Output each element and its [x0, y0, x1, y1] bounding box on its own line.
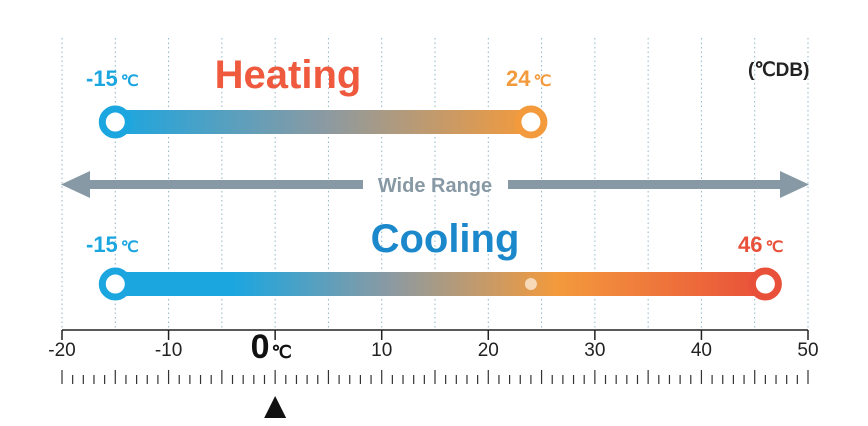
tick-label: 20 — [478, 340, 499, 361]
cooling-mid-marker — [524, 278, 537, 290]
tick-label: -20 — [48, 340, 75, 361]
heating-min-endpoint — [98, 105, 132, 139]
temperature-scale: -20 -10 0 ℃ 10 20 30 40 50 — [48, 328, 819, 418]
cooling-max-label: 46 ℃ — [738, 232, 783, 257]
tick-label: 40 — [691, 340, 712, 361]
wide-range-arrow: Wide Range — [61, 171, 809, 198]
tick-label: -10 — [155, 340, 182, 361]
arrow-left-shaft — [85, 180, 363, 189]
cooling-max-endpoint — [748, 267, 782, 301]
heating-max-label: 24 ℃ — [506, 66, 551, 91]
cooling-bar — [115, 272, 766, 296]
cooling-min-label: -15 ℃ — [86, 232, 139, 257]
cooling-min-endpoint — [98, 267, 132, 301]
cooling-title: Cooling — [371, 217, 520, 261]
heating-bar — [115, 110, 531, 134]
tick-label-zero: 0 ℃ — [251, 328, 292, 366]
arrow-right-head — [780, 171, 809, 198]
tick-labels: -20 -10 0 ℃ 10 20 30 40 50 — [48, 328, 818, 366]
heating-range: Heating -15 ℃ 24 ℃ — [86, 53, 551, 139]
heating-min-label: -15 ℃ — [86, 66, 139, 91]
heating-title: Heating — [215, 53, 362, 97]
cooling-range: Cooling -15 ℃ 46 ℃ — [86, 217, 783, 301]
unit-note: (℃DB) — [748, 60, 809, 81]
tick-label: 30 — [584, 340, 605, 361]
arrow-right-shaft — [508, 180, 784, 189]
heating-max-endpoint — [514, 105, 548, 139]
zero-pointer-triangle — [264, 396, 287, 418]
minor-ticks — [61, 370, 809, 384]
tick-label: 10 — [371, 340, 392, 361]
tick-label: 50 — [797, 340, 818, 361]
wide-range-label: Wide Range — [378, 175, 492, 197]
arrow-left-head — [61, 171, 90, 198]
major-ticks — [61, 330, 809, 340]
